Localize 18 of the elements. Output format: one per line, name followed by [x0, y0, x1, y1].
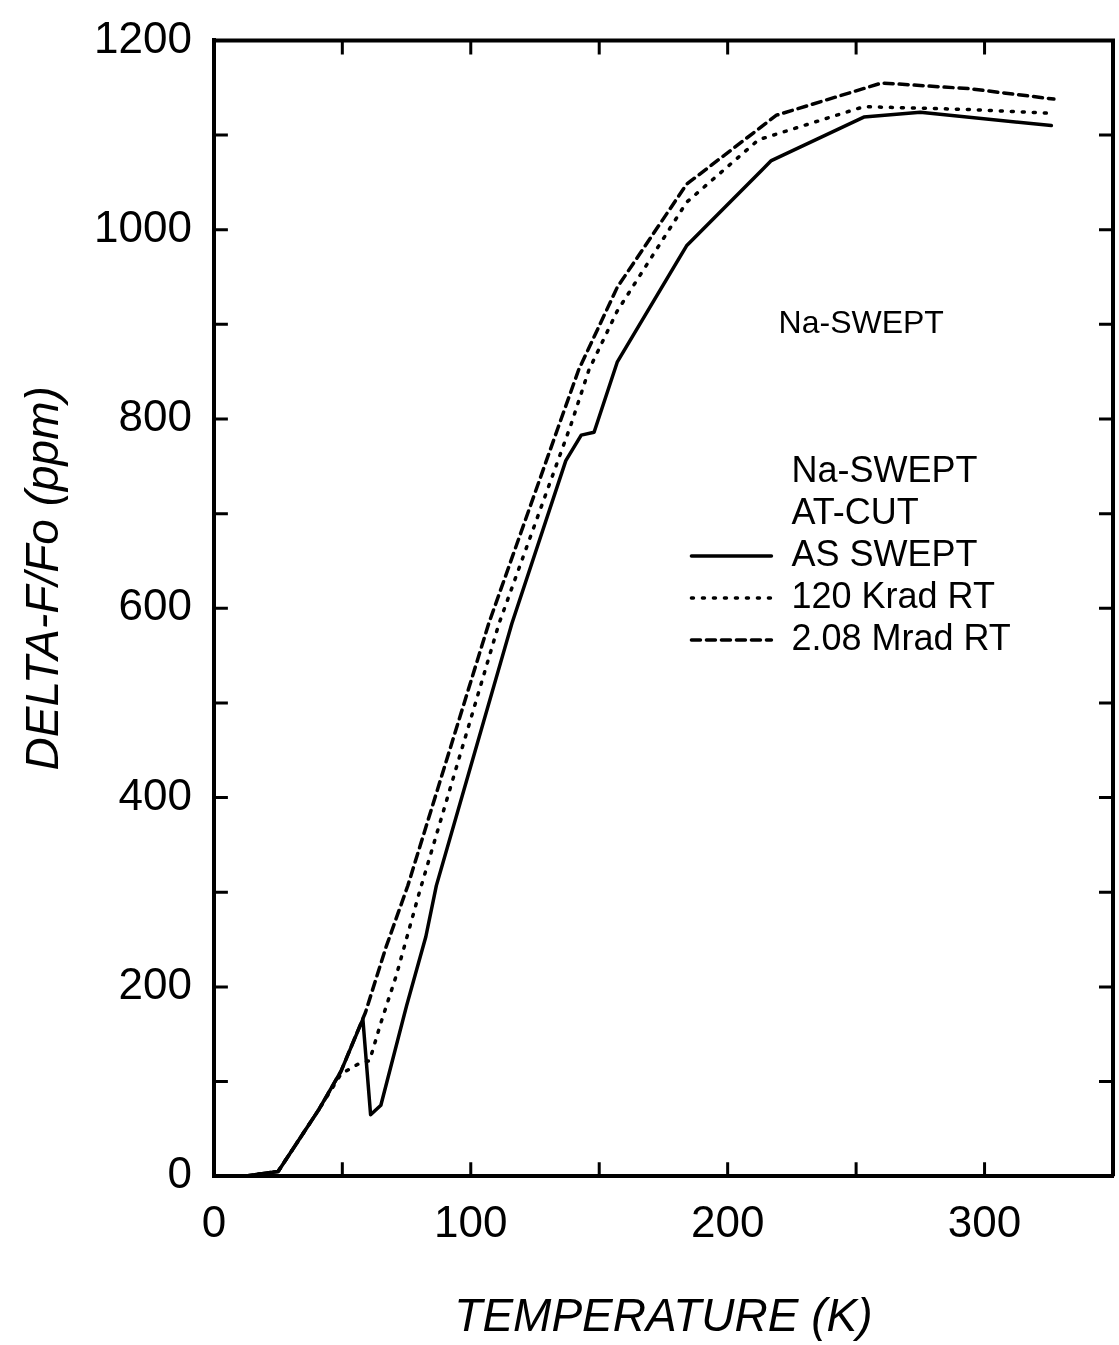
y-tick-label: 400: [118, 769, 192, 819]
y-tick-label: 1000: [93, 201, 192, 251]
x-tick-label: 0: [201, 1196, 227, 1246]
x-axis-title: TEMPERATURE (K): [454, 1288, 873, 1341]
y-tick-label: 0: [167, 1148, 192, 1198]
y-tick-label: 200: [118, 959, 192, 1009]
y-tick-label: 600: [118, 580, 192, 630]
legend-title: Na-SWEPT AT-CUT: [791, 448, 978, 532]
y-axis-title: DELTA-F/Fo (ppm): [15, 386, 68, 771]
y-tick-label: 1200: [93, 12, 192, 62]
legend-label: 2.08 Mrad RT: [791, 616, 1011, 658]
legend-label: 120 Krad RT: [791, 574, 995, 616]
x-tick-label: 100: [434, 1196, 508, 1246]
annotation: Na-SWEPT: [778, 304, 944, 341]
legend-label: AS SWEPT: [791, 532, 978, 574]
x-tick-label: 300: [947, 1196, 1022, 1246]
y-tick-label: 800: [118, 391, 192, 441]
x-tick-label: 200: [690, 1196, 765, 1246]
